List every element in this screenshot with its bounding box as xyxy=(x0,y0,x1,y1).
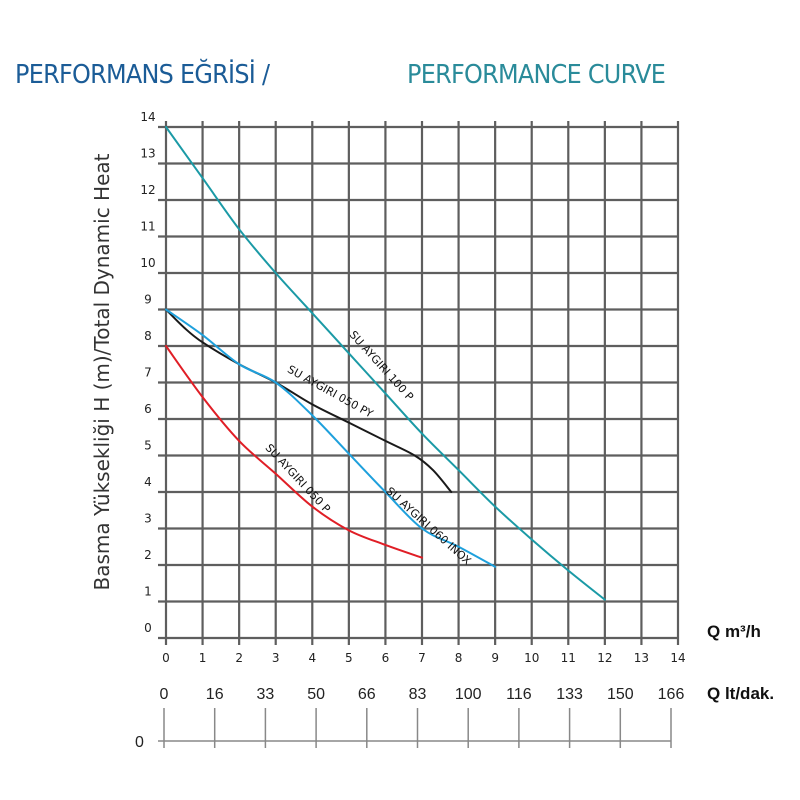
y-tick-label: 14 xyxy=(140,110,155,124)
x-tick-label: 11 xyxy=(561,651,576,665)
y-axis-label: Basma Yüksekliği H (m)/Total Dynamic Hea… xyxy=(90,153,114,590)
secondary-tick-label: 133 xyxy=(556,686,583,703)
y-tick-label: 13 xyxy=(140,147,155,161)
y-tick-label: 0 xyxy=(144,621,152,635)
secondary-tick-label: 100 xyxy=(455,686,482,703)
x-tick-label: 12 xyxy=(597,651,612,665)
curve-labels: SU AYGIRI 100 PSU AYGIRI 050 PY SU AYGIRI… xyxy=(263,328,474,567)
secondary-x-axis-label: Q lt/dak. xyxy=(707,684,774,703)
secondary-tick-label: 50 xyxy=(307,686,325,703)
secondary-tick-label: 150 xyxy=(607,686,634,703)
y-tick-label: 5 xyxy=(144,439,152,453)
x-tick-labels: 0 1 2 3 4 5 6 7 8 9 10 11 12 13 14 xyxy=(162,651,685,665)
curve-label: SU AYGIRI 100 P xyxy=(347,328,417,403)
title-turkish: PERFORMANS EĞRİSİ / xyxy=(15,60,270,90)
x-axis-label: Q m³/h xyxy=(707,622,761,641)
y-tick-label: 11 xyxy=(140,220,155,234)
title-english: PERFORMANCE CURVE xyxy=(407,60,666,90)
secondary-tick-label: 0 xyxy=(160,686,169,703)
curve-su-aygiri-100-p xyxy=(165,126,606,601)
curve-label: SU AYGIRI 050 P xyxy=(263,441,334,515)
x-tick-label: 1 xyxy=(199,651,207,665)
curve-su-aygiri-050-p xyxy=(165,345,423,559)
secondary-axis: 0 16 33 50 66 83 100 116 133 150 166 xyxy=(158,686,684,748)
y-tick-label: 9 xyxy=(144,293,152,307)
y-tick-label: 6 xyxy=(144,402,152,416)
secondary-tick-label: 166 xyxy=(658,686,685,703)
y-tick-label: 10 xyxy=(140,256,155,270)
x-tick-label: 8 xyxy=(455,651,463,665)
curve-su-aygiri-050-py xyxy=(165,308,453,493)
secondary-zero-label: 0 xyxy=(135,734,144,751)
curve-su-aygiri-060-inox xyxy=(165,308,497,568)
secondary-tick-label: 16 xyxy=(206,686,224,703)
grid xyxy=(158,121,680,645)
x-tick-label: 2 xyxy=(235,651,243,665)
x-tick-label: 13 xyxy=(634,651,649,665)
y-tick-label: 2 xyxy=(144,548,152,562)
x-tick-label: 9 xyxy=(491,651,499,665)
x-tick-label: 0 xyxy=(162,651,170,665)
y-tick-label: 8 xyxy=(144,329,152,343)
secondary-tick-label: 116 xyxy=(506,686,532,703)
secondary-tick-label: 83 xyxy=(409,686,427,703)
x-tick-label: 6 xyxy=(382,651,390,665)
x-tick-label: 5 xyxy=(345,651,353,665)
x-tick-label: 14 xyxy=(670,651,685,665)
curve-label: SU AYGIRI 060 INOX xyxy=(383,485,473,568)
curve-label: SU AYGIRI 050 PY xyxy=(285,363,375,421)
y-tick-label: 1 xyxy=(144,585,152,599)
secondary-tick-label: 66 xyxy=(358,686,376,703)
x-tick-label: 10 xyxy=(524,651,539,665)
secondary-tick-label: 33 xyxy=(257,686,275,703)
x-tick-label: 4 xyxy=(308,651,316,665)
y-tick-label: 7 xyxy=(144,366,152,380)
y-tick-label: 4 xyxy=(144,475,152,489)
y-tick-label: 3 xyxy=(144,512,152,526)
x-tick-label: 7 xyxy=(418,651,426,665)
x-tick-label: 3 xyxy=(272,651,280,665)
curves xyxy=(165,126,606,601)
y-tick-label: 12 xyxy=(140,183,155,197)
